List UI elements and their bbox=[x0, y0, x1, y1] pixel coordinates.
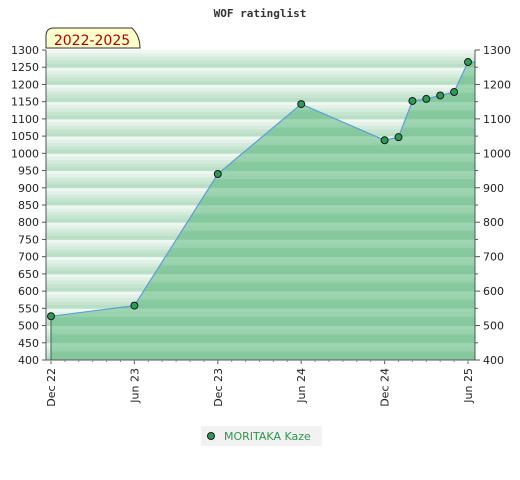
plot-band bbox=[46, 115, 475, 120]
plot-band bbox=[46, 94, 475, 99]
area-stripe bbox=[51, 265, 475, 274]
plot-band bbox=[46, 101, 475, 106]
plot-band bbox=[46, 129, 475, 134]
plot-band bbox=[46, 125, 475, 130]
y-tick-label-right: 1100 bbox=[483, 113, 511, 126]
plot-band bbox=[46, 98, 475, 103]
plot-band bbox=[46, 84, 475, 89]
y-tick-label-left: 450 bbox=[18, 337, 39, 350]
data-point bbox=[297, 100, 306, 109]
y-tick-label-left: 600 bbox=[18, 285, 39, 298]
plot-band bbox=[46, 118, 475, 123]
area-stripe bbox=[51, 299, 475, 309]
y-tick-label-left: 1150 bbox=[11, 96, 39, 109]
plot-band bbox=[46, 112, 475, 116]
y-tick-label-right: 1300 bbox=[483, 44, 511, 57]
area-stripe bbox=[51, 282, 475, 292]
y-tick-label-left: 1250 bbox=[11, 61, 39, 74]
plot-band bbox=[46, 122, 475, 127]
x-tick-label: Dec 23 bbox=[212, 368, 225, 407]
period-label: 2022-2025 bbox=[54, 33, 130, 49]
plot-band bbox=[46, 67, 475, 72]
y-tick-label-left: 750 bbox=[18, 233, 39, 246]
plot-band bbox=[46, 63, 475, 68]
y-tick-label-left: 1050 bbox=[11, 130, 39, 143]
y-axis-left: 400 450 500 550 600 650 700 750 800 850 900 950 1000… bbox=[11, 44, 47, 367]
plot-band bbox=[46, 60, 475, 65]
plot-band bbox=[46, 77, 475, 82]
series-points bbox=[47, 58, 472, 321]
data-point bbox=[394, 133, 403, 142]
y-tick-label-left: 700 bbox=[18, 251, 39, 264]
y-tick-label-left: 500 bbox=[18, 320, 39, 333]
plot-band bbox=[46, 91, 475, 96]
y-tick-label-right: 700 bbox=[483, 251, 504, 264]
y-tick-label-right: 500 bbox=[483, 320, 504, 333]
area-stripe bbox=[51, 196, 475, 205]
legend-marker bbox=[207, 432, 215, 440]
area-stripe bbox=[51, 248, 475, 257]
y-tick-label-left: 1000 bbox=[11, 147, 39, 160]
y-tick-label-left: 800 bbox=[18, 216, 39, 229]
data-point bbox=[436, 91, 445, 100]
y-tick-label-right: 900 bbox=[483, 182, 504, 195]
y-tick-label-left: 1300 bbox=[11, 44, 39, 57]
legend-label: MORITAKA Kaze bbox=[224, 430, 311, 443]
period-badge-box bbox=[45, 27, 141, 49]
plot-band bbox=[46, 56, 475, 61]
x-tick-label: Dec 22 bbox=[45, 368, 58, 407]
area-stripe bbox=[51, 179, 475, 188]
period-badge: 2022-2025 bbox=[45, 27, 141, 49]
area-stripe bbox=[51, 144, 475, 154]
y-tick-label-right: 600 bbox=[483, 285, 504, 298]
y-tick-label-right: 1000 bbox=[483, 147, 511, 160]
x-axis: Dec 22 Jun 23 Dec 23 Jun 24 Dec 24 Jun 25 bbox=[45, 359, 475, 407]
x-tick-label: Jun 23 bbox=[128, 368, 141, 404]
area-stripe bbox=[51, 334, 475, 343]
data-point bbox=[450, 88, 459, 97]
y-tick-label-right: 1200 bbox=[483, 78, 511, 91]
data-point bbox=[408, 96, 417, 105]
series-area-fill bbox=[51, 62, 475, 360]
plot-band bbox=[46, 81, 475, 85]
plot-band bbox=[46, 74, 475, 78]
area-stripe bbox=[51, 161, 475, 171]
legend-box bbox=[201, 426, 322, 446]
plot-band bbox=[46, 50, 475, 54]
data-point bbox=[130, 301, 139, 310]
plot-band bbox=[46, 53, 475, 58]
data-point bbox=[422, 94, 431, 103]
data-point bbox=[213, 170, 222, 178]
area-stripe bbox=[51, 316, 475, 326]
y-tick-label-left: 650 bbox=[18, 268, 39, 281]
y-tick-label-right: 400 bbox=[483, 354, 504, 367]
y-tick-label-right: 800 bbox=[483, 216, 504, 229]
legend[interactable]: MORITAKA Kaze bbox=[201, 426, 322, 446]
y-tick-label-left: 950 bbox=[18, 165, 39, 178]
x-tick-label: Dec 24 bbox=[379, 368, 392, 407]
series-line bbox=[50, 61, 475, 317]
x-tick-label: Jun 25 bbox=[462, 368, 475, 404]
y-tick-label-left: 850 bbox=[18, 199, 39, 212]
area-stripe bbox=[51, 230, 475, 240]
y-tick-label-left: 400 bbox=[18, 354, 39, 367]
y-tick-label-left: 900 bbox=[18, 182, 39, 195]
plot-band bbox=[46, 132, 475, 137]
plot-band bbox=[46, 105, 475, 109]
plot-band bbox=[46, 87, 475, 92]
area-stripe bbox=[51, 213, 475, 223]
data-point bbox=[464, 58, 472, 67]
area-stripe bbox=[51, 351, 475, 360]
y-tick-label-left: 1200 bbox=[11, 78, 39, 91]
plot-band bbox=[46, 108, 475, 113]
y-tick-label-left: 1100 bbox=[11, 113, 39, 126]
chart-title: WOF ratinglist bbox=[214, 7, 307, 20]
data-point bbox=[47, 312, 55, 321]
x-tick-label: Jun 24 bbox=[295, 368, 308, 404]
y-axis-right: 400 500 600 700 800 900 1000 1100 1200 1300 bbox=[474, 44, 511, 367]
data-point bbox=[380, 136, 389, 145]
plot-band bbox=[46, 70, 475, 75]
y-tick-label-left: 550 bbox=[18, 302, 39, 315]
